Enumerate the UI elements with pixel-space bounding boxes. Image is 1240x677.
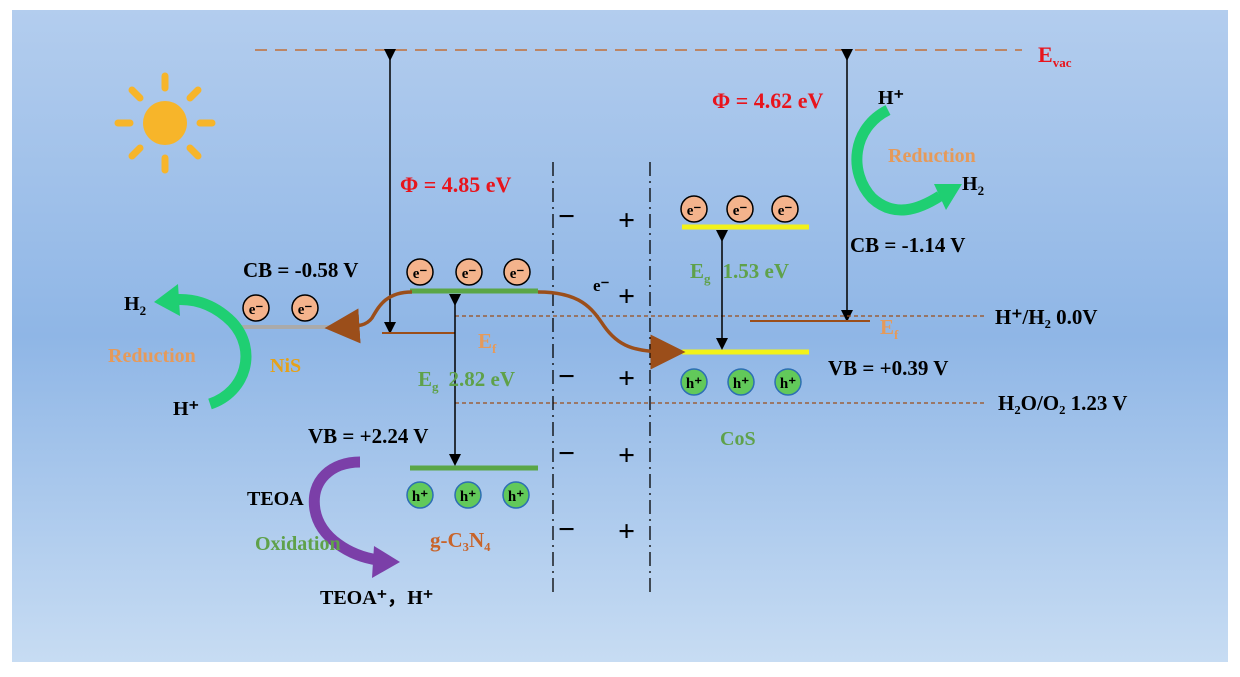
electron-transfer-arrow-icon [324, 290, 413, 344]
electron-icon: e⁻ [406, 258, 434, 286]
cos-reduction-label: Reduction [888, 145, 976, 167]
cos-bandgap-label: Eg 1.53 eV [690, 259, 789, 286]
minus-sign: − [558, 360, 575, 393]
svg-text:h⁺: h⁺ [460, 489, 476, 505]
svg-text:h⁺: h⁺ [733, 376, 749, 392]
minus-sign: − [558, 200, 575, 233]
cos-cb-label: CB = -1.14 V [850, 233, 965, 257]
h2o-o2-label: H₂O/O₂ 1.23 V [998, 391, 1127, 415]
electron-transfer-arrow-icon [537, 290, 686, 370]
electron-icon: e⁻ [680, 195, 708, 223]
nis-reduction-label: Reduction [108, 345, 196, 367]
plus-sign: + [618, 280, 635, 313]
teoa-products-label: TEOA⁺，H⁺ [320, 587, 433, 609]
gcn-name-label: g-C₃N₄ [430, 528, 491, 552]
evac-label: Evac [1038, 42, 1072, 70]
svg-text:e⁻: e⁻ [249, 302, 264, 318]
gcn-cb-label: CB = -0.58 V [243, 258, 358, 282]
plus-sign: + [618, 362, 635, 395]
minus-sign: − [558, 437, 575, 470]
hole-icon: h⁺ [454, 481, 482, 509]
plus-sign: + [618, 204, 635, 237]
cos-reduction-arrow-icon [851, 105, 943, 216]
nis-reduction-arrowhead-icon [154, 284, 180, 316]
svg-text:h⁺: h⁺ [412, 489, 428, 505]
svg-text:e⁻: e⁻ [462, 266, 477, 282]
electron-icon: e⁻ [242, 294, 270, 322]
cos-reduction-arrowhead-icon [934, 184, 962, 210]
electron-icon: e⁻ [771, 195, 799, 223]
hole-icon: h⁺ [502, 481, 530, 509]
cos-vb-label: VB = +0.39 V [828, 356, 948, 380]
svg-text:e⁻: e⁻ [687, 203, 702, 219]
electron-icon: e⁻ [291, 294, 319, 322]
cos-fermi-label: Ef [880, 315, 899, 342]
electron-icon: e⁻ [503, 258, 531, 286]
cos-name-label: CoS [720, 428, 756, 450]
nis-reduction-arrow-icon [171, 294, 252, 410]
cos-h-plus-label: H⁺ [878, 87, 904, 109]
gcn-fermi-label: Ef [478, 329, 497, 356]
svg-text:e⁻: e⁻ [510, 266, 525, 282]
svg-text:e⁻: e⁻ [778, 203, 793, 219]
teoa-label: TEOA [247, 488, 304, 510]
nis-h-plus-label: H⁺ [173, 398, 199, 420]
hole-icon: h⁺ [774, 368, 802, 396]
h-h2-label: H⁺/H₂ 0.0V [995, 305, 1098, 329]
svg-text:e⁻: e⁻ [298, 302, 313, 318]
diagram-background [12, 10, 1228, 662]
hole-icon: h⁺ [727, 368, 755, 396]
gcn-vb-label: VB = +2.24 V [308, 424, 428, 448]
minus-sign: − [558, 513, 575, 546]
electron-icon: e⁻ [726, 195, 754, 223]
svg-text:h⁺: h⁺ [780, 376, 796, 392]
transfer-electron-label: e⁻ [593, 276, 610, 295]
hole-icon: h⁺ [406, 481, 434, 509]
phi-left-label: Φ = 4.85 eV [400, 172, 512, 197]
svg-text:h⁺: h⁺ [686, 376, 702, 392]
oxidation-label: Oxidation [255, 533, 341, 555]
nis-name-label: NiS [270, 355, 301, 377]
plus-sign: + [618, 439, 635, 472]
oxidation-arrow-icon [308, 456, 379, 566]
svg-text:e⁻: e⁻ [733, 203, 748, 219]
svg-text:e⁻: e⁻ [413, 266, 428, 282]
space-charge-signs: − + + − + − + − + [558, 200, 635, 548]
svg-text:h⁺: h⁺ [508, 489, 524, 505]
electron-icon: e⁻ [455, 258, 483, 286]
sun-icon [114, 72, 216, 174]
plus-sign: + [618, 515, 635, 548]
phi-right-label: Φ = 4.62 eV [712, 88, 824, 113]
hole-icon: h⁺ [680, 368, 708, 396]
gcn-bandgap-label: Eg 2.82 eV [418, 367, 515, 394]
oxidation-arrowhead-icon [372, 546, 400, 578]
